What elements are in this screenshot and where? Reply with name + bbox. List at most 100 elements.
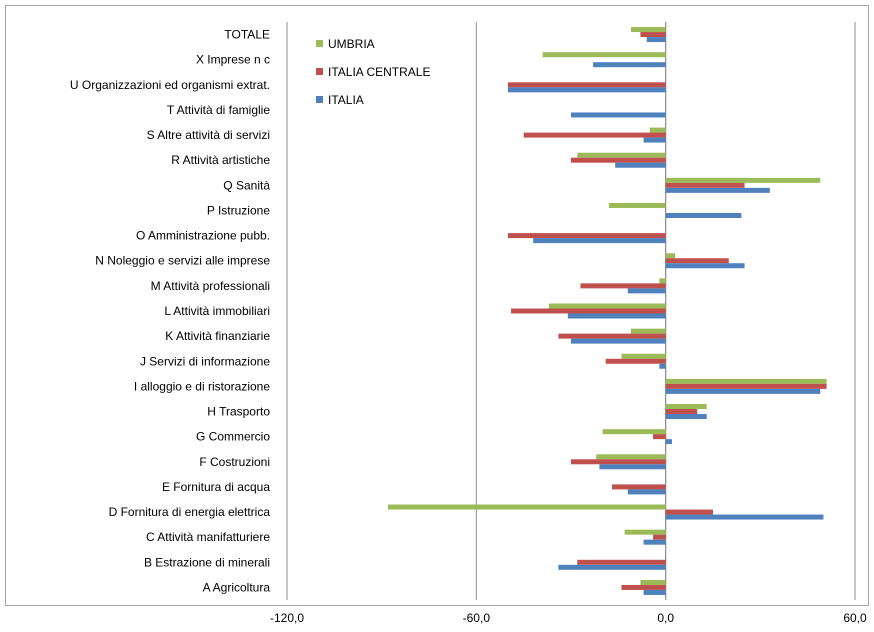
bar-umbria (640, 579, 666, 585)
bar-italia (665, 263, 745, 269)
category-label: O Amministrazione pubb. (136, 229, 270, 243)
bar-italia (643, 137, 666, 143)
legend-label: UMBRIA (328, 37, 375, 51)
bar-umbria (577, 152, 666, 158)
bar-italia-centrale (571, 157, 666, 163)
bar-italia-centrale (665, 383, 827, 389)
bar-italia-centrale (571, 459, 666, 465)
category-label: D Fornitura di energia elettrica (109, 505, 271, 519)
category-labels: TOTALE X Imprese n c U Organizzazioni ed o… (70, 28, 270, 595)
category-label: A Agricoltura (203, 580, 271, 594)
category-label: P Istruzione (207, 203, 270, 217)
bar-italia-centrale (665, 258, 729, 264)
bar-italia-centrale (665, 182, 745, 188)
bar-italia (615, 162, 666, 168)
bar-italia (593, 62, 666, 68)
bar-italia (643, 589, 666, 595)
bar-italia (567, 313, 666, 319)
category-label: H Trasporto (207, 405, 270, 419)
category-label: B Estrazione di minerali (144, 555, 270, 569)
bar-italia-centrale (665, 409, 698, 415)
bar-italia (659, 363, 666, 369)
legend: UMBRIA ITALIA CENTRALE ITALIA (316, 37, 430, 107)
bar-italia (599, 464, 666, 470)
bar-umbria (548, 303, 666, 309)
bar-italia-centrale (665, 509, 713, 515)
category-label: R Attività artistiche (171, 153, 270, 167)
category-label: J Servizi di informazione (140, 354, 270, 368)
bar-italia-centrale (612, 484, 666, 490)
legend-swatch-italia (316, 96, 323, 103)
category-label: Q Sanità (223, 178, 270, 192)
bar-italia (665, 514, 824, 520)
bar-italia (571, 338, 666, 344)
bar-italia (533, 238, 666, 244)
bar-umbria (621, 353, 666, 359)
bar-italia-centrale (640, 32, 666, 38)
bar-italia-centrale (653, 534, 666, 540)
bar-umbria (665, 404, 707, 410)
x-axis: -120,0 -60,0 0,0 60,0 (270, 611, 867, 625)
bar-italia (665, 388, 821, 394)
category-label: U Organizzazioni ed organismi extrat. (70, 78, 270, 92)
bar-umbria (630, 27, 666, 33)
bar-italia (507, 87, 666, 93)
bar-italia (571, 112, 666, 118)
legend-swatch-italia-centrale (316, 68, 323, 75)
bar-italia-centrale (558, 333, 666, 339)
category-label: C Attività manifatturiere (146, 530, 270, 544)
bar-italia-centrale (621, 584, 666, 590)
bar-umbria (659, 278, 666, 284)
category-label: L Attività immobiliari (164, 304, 270, 318)
bar-umbria (624, 529, 666, 535)
x-tick-label: -60,0 (463, 611, 491, 625)
legend-swatch-umbria (316, 40, 323, 47)
bar-italia-centrale (507, 233, 666, 239)
legend-label: ITALIA CENTRALE (328, 65, 430, 79)
grid-layer (286, 22, 856, 600)
bar-umbria (649, 127, 666, 133)
x-tick-label: -120,0 (270, 611, 304, 625)
bar-umbria (630, 328, 666, 334)
category-label: M Attività professionali (151, 279, 270, 293)
bar-italia-centrale (523, 132, 666, 138)
bar-italia (643, 539, 666, 545)
category-label: T Attività di famiglie (167, 103, 270, 117)
category-label: G Commercio (196, 430, 270, 444)
bar-italia-centrale (507, 82, 666, 88)
bar-italia (627, 288, 666, 294)
category-label: F Costruzioni (199, 455, 270, 469)
category-label: E Fornitura di acqua (162, 480, 270, 494)
bar-italia (665, 212, 742, 218)
category-label: X Imprese n c (196, 53, 270, 67)
category-label: I alloggio e di ristorazione (134, 379, 270, 393)
bar-italia (665, 187, 770, 193)
bar-italia (665, 439, 672, 445)
bar-italia (665, 414, 707, 420)
x-tick-label: 60,0 (843, 611, 867, 625)
category-label: N Noleggio e servizi alle imprese (95, 254, 270, 268)
x-tick-label: 0,0 (657, 611, 674, 625)
bar-italia-centrale (653, 434, 666, 440)
bar-italia (627, 489, 666, 495)
category-label: S Altre attività di servizi (147, 128, 270, 142)
bar-italia-centrale (605, 358, 666, 364)
bar-italia (558, 564, 666, 570)
bar-umbria (608, 202, 666, 208)
bar-umbria (387, 504, 666, 510)
category-label: TOTALE (224, 28, 270, 42)
bar-umbria (602, 429, 666, 435)
bar-umbria (665, 378, 827, 384)
bar-umbria (542, 52, 666, 58)
bar-umbria (665, 177, 821, 183)
bar-umbria (596, 454, 666, 460)
bar-italia-centrale (511, 308, 666, 314)
legend-label: ITALIA (328, 93, 364, 107)
category-label: K Attività finanziarie (165, 329, 270, 343)
bar-italia-centrale (577, 559, 666, 565)
bars-layer (387, 27, 827, 595)
bar-italia (646, 37, 666, 43)
bar-italia-centrale (580, 283, 666, 289)
